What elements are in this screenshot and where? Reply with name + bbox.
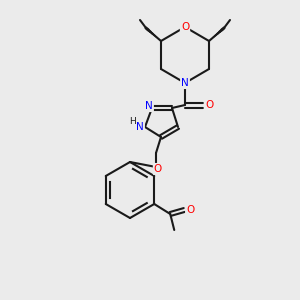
Text: H: H (129, 118, 135, 127)
Text: N: N (136, 122, 144, 132)
Text: O: O (186, 205, 194, 215)
Text: N: N (145, 101, 153, 111)
Text: N: N (181, 78, 189, 88)
Text: O: O (181, 22, 189, 32)
Text: O: O (205, 100, 213, 110)
Text: O: O (154, 164, 162, 174)
